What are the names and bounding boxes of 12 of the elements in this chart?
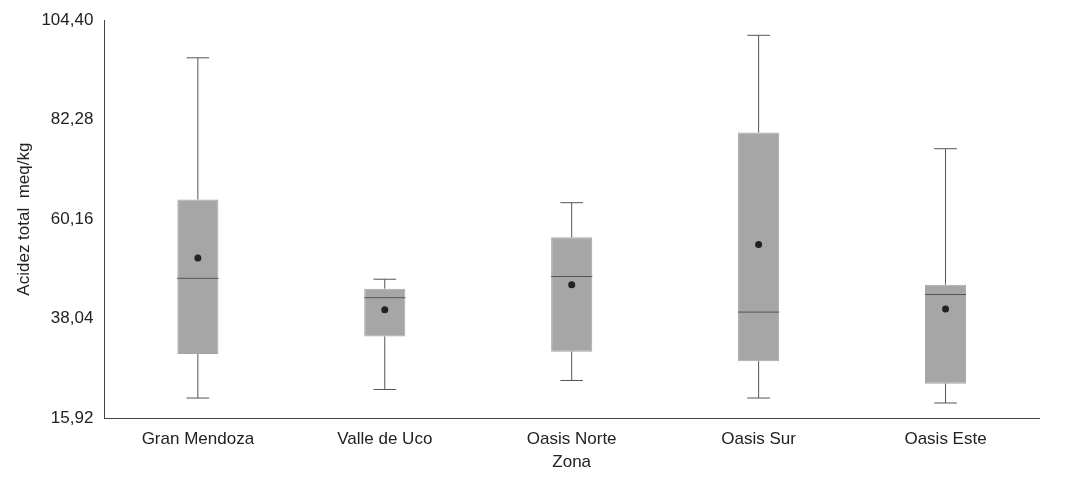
x-tick-label: Gran Mendoza	[141, 429, 255, 449]
y-tick-label: 38,04	[50, 308, 94, 328]
x-tick-label: Oasis Sur	[721, 429, 797, 449]
y-tick-label: 15,92	[50, 407, 94, 427]
y-tick-label: 60,16	[50, 208, 94, 228]
x-axis-title: Zona	[552, 452, 592, 472]
y-tick-label: 104,40	[41, 9, 94, 29]
y-tick-label: 82,28	[50, 109, 94, 129]
y-axis-title: Acidez total meq/kg	[13, 142, 33, 296]
x-tick-label: Valle de Uco	[337, 429, 433, 449]
x-tick-label: Oasis Norte	[526, 429, 617, 449]
x-tick-label: Oasis Este	[904, 429, 987, 449]
